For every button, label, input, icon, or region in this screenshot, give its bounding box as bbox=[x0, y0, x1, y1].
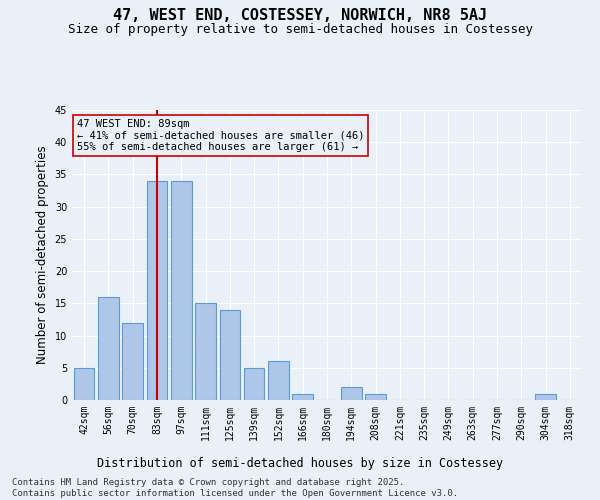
Bar bbox=[365, 394, 386, 400]
Bar bbox=[122, 322, 143, 400]
Bar bbox=[195, 304, 216, 400]
Bar bbox=[244, 368, 265, 400]
Bar bbox=[292, 394, 313, 400]
Text: Size of property relative to semi-detached houses in Costessey: Size of property relative to semi-detach… bbox=[67, 22, 533, 36]
Bar bbox=[146, 181, 167, 400]
Bar bbox=[171, 181, 191, 400]
Bar bbox=[98, 297, 119, 400]
Bar bbox=[341, 387, 362, 400]
Text: 47, WEST END, COSTESSEY, NORWICH, NR8 5AJ: 47, WEST END, COSTESSEY, NORWICH, NR8 5A… bbox=[113, 8, 487, 22]
Text: Contains HM Land Registry data © Crown copyright and database right 2025.
Contai: Contains HM Land Registry data © Crown c… bbox=[12, 478, 458, 498]
Bar bbox=[220, 310, 240, 400]
Text: 47 WEST END: 89sqm
← 41% of semi-detached houses are smaller (46)
55% of semi-de: 47 WEST END: 89sqm ← 41% of semi-detache… bbox=[77, 118, 365, 152]
Y-axis label: Number of semi-detached properties: Number of semi-detached properties bbox=[36, 146, 49, 364]
Bar bbox=[535, 394, 556, 400]
Text: Distribution of semi-detached houses by size in Costessey: Distribution of semi-detached houses by … bbox=[97, 458, 503, 470]
Bar bbox=[268, 362, 289, 400]
Bar bbox=[74, 368, 94, 400]
